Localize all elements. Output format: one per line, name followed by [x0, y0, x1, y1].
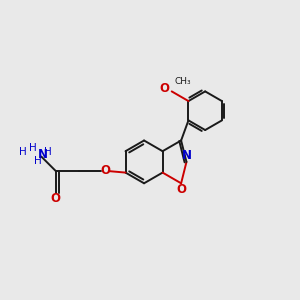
Text: O: O [51, 192, 61, 205]
Text: H: H [44, 147, 52, 158]
Text: H: H [19, 147, 27, 158]
Text: O: O [159, 82, 169, 95]
Text: N: N [182, 149, 191, 162]
Text: O: O [100, 164, 110, 177]
Text: H: H [34, 156, 42, 166]
Text: CH₃: CH₃ [174, 77, 191, 86]
Text: O: O [176, 183, 186, 196]
Text: H: H [29, 143, 37, 153]
Text: N: N [38, 148, 47, 161]
